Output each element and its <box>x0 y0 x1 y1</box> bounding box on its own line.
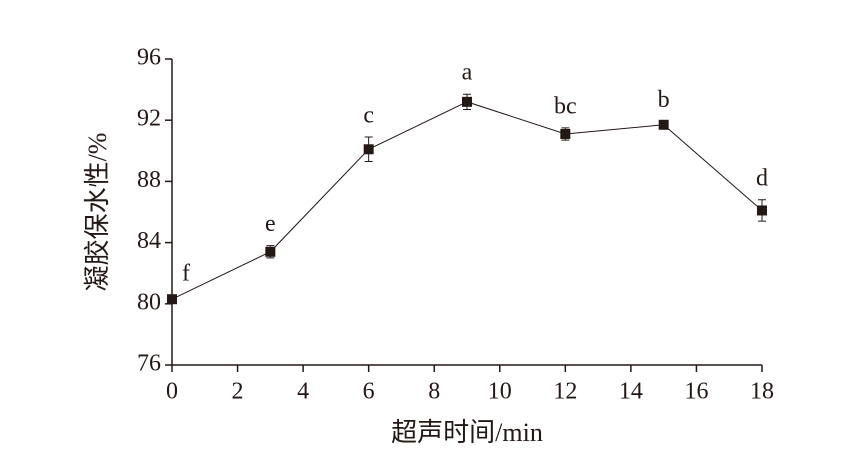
x-tick-label: 6 <box>363 379 375 405</box>
y-tick-label: 76 <box>137 351 161 377</box>
x-tick-label: 0 <box>166 379 178 405</box>
data-point <box>658 119 669 130</box>
data-point <box>560 128 571 139</box>
data-point <box>167 294 177 305</box>
x-tick-label: 2 <box>232 379 244 405</box>
y-tick-label: 92 <box>137 106 161 132</box>
y-tick-label: 80 <box>137 289 161 315</box>
significance-label: d <box>756 165 768 191</box>
x-tick-label: 16 <box>684 379 708 405</box>
y-axis-label: 凝胶保水性/% <box>83 133 112 292</box>
data-point <box>363 144 374 155</box>
data-point <box>757 205 767 216</box>
x-tick-label: 14 <box>619 379 643 405</box>
significance-label: bc <box>554 93 577 119</box>
significance-label: a <box>462 60 473 86</box>
significance-label: f <box>182 261 190 287</box>
data-point <box>462 96 472 107</box>
significance-label: e <box>265 211 276 237</box>
significance-label: b <box>658 87 670 113</box>
x-tick-label: 18 <box>750 379 774 405</box>
y-tick-label: 88 <box>137 167 161 193</box>
x-tick-label: 8 <box>428 379 440 405</box>
x-tick-label: 12 <box>553 379 577 405</box>
x-axis-label: 超声时间/min <box>391 418 543 447</box>
y-tick-label: 96 <box>137 45 161 71</box>
x-tick-label: 4 <box>297 379 309 405</box>
x-tick-label: 10 <box>488 379 512 405</box>
significance-label: c <box>363 103 374 129</box>
y-tick-label: 84 <box>137 228 161 254</box>
data-line <box>171 101 763 300</box>
data-point <box>265 246 276 257</box>
